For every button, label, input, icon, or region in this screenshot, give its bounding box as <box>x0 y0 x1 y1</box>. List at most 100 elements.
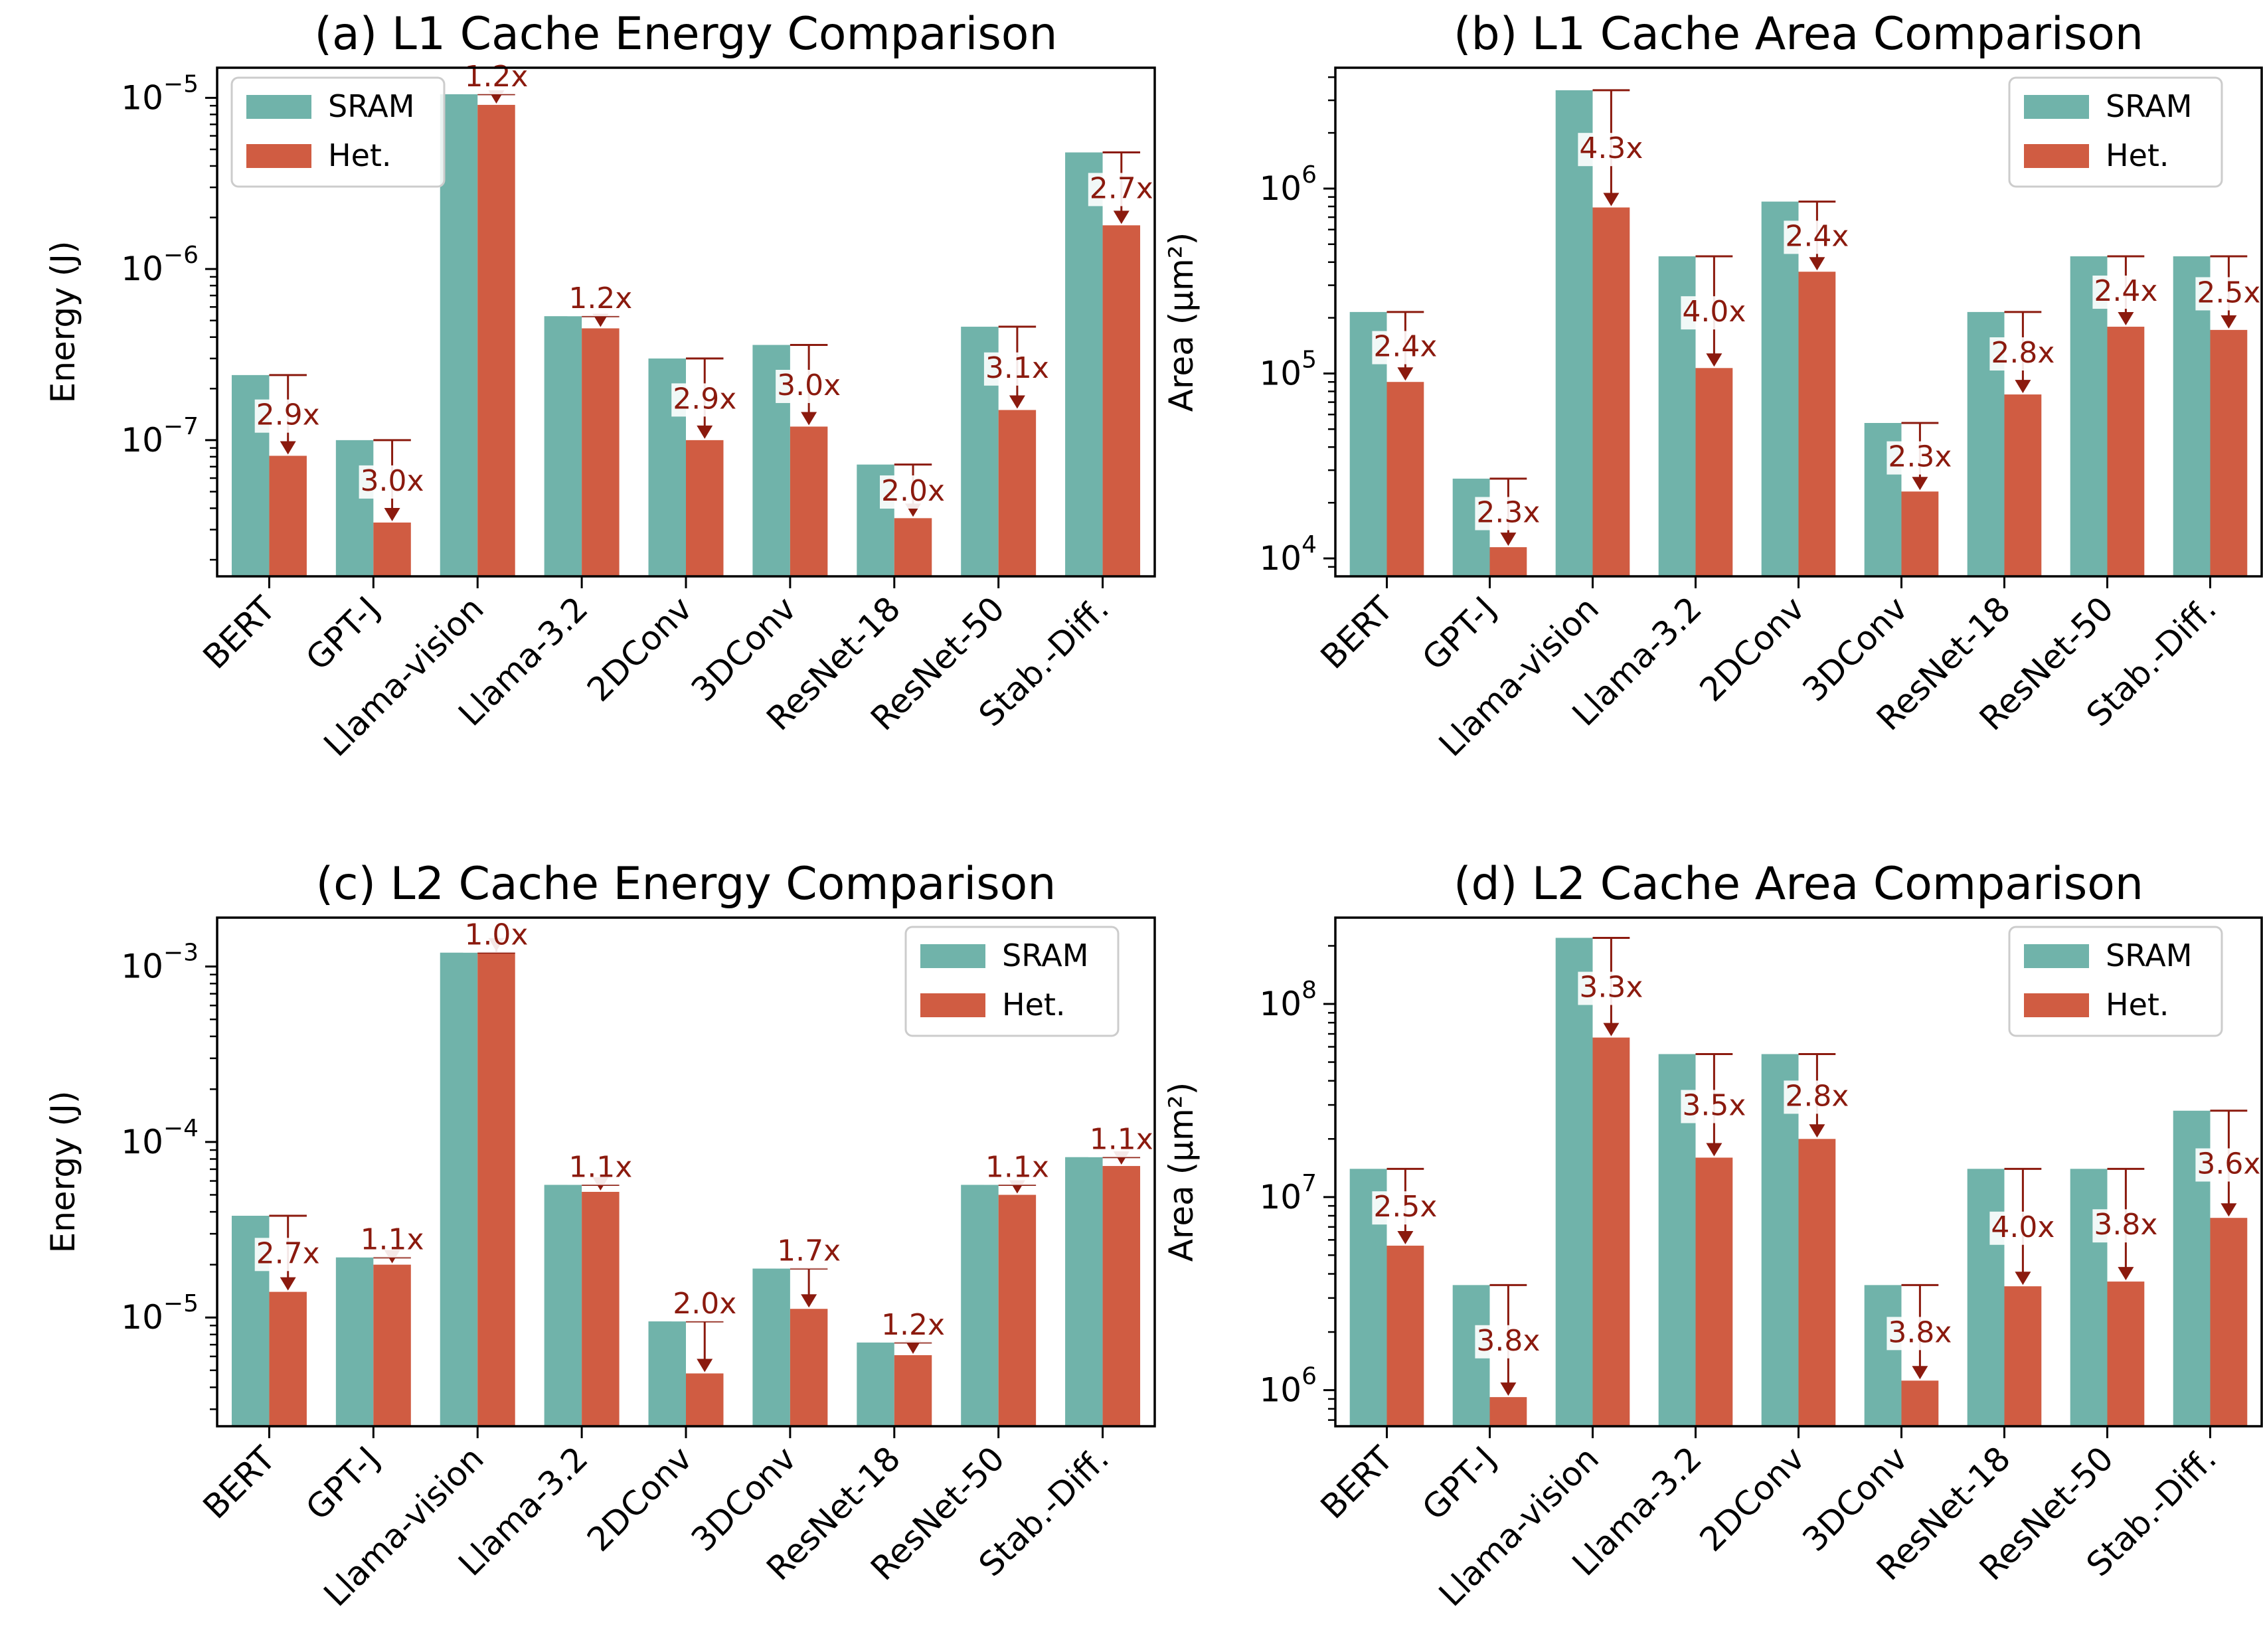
chart-3-ratio-label: 3.8x <box>1888 1315 1952 1349</box>
chart-3-bar-het <box>2210 1218 2248 1426</box>
chart-1-ratio-arrow-head <box>2015 380 2031 394</box>
chart-3-bar-sram <box>1967 1169 2005 1426</box>
chart-2-ratio-label: 2.7x <box>256 1236 320 1270</box>
chart-0-ratio-label: 3.0x <box>777 369 841 402</box>
chart-0-ytick-label: 10−7 <box>121 413 199 459</box>
chart-1-bar-het <box>2107 327 2145 576</box>
chart-2-bar-het <box>686 1373 724 1426</box>
chart-1-ylabel: Area (μm²) <box>1162 232 1201 412</box>
chart-0-title: (a) L1 Cache Energy Comparison <box>314 8 1057 60</box>
chart-0-ratio-arrow-head <box>384 507 400 521</box>
chart-3-ratio-label: 3.3x <box>1579 971 1643 1005</box>
chart-3-ratio-label-bg <box>1578 971 1645 1005</box>
chart-3-bar-sram <box>1864 1285 1902 1426</box>
chart-3-ratio-arrow-head <box>1397 1231 1414 1245</box>
chart-3-legend-label: Het. <box>2106 987 2169 1023</box>
chart-3-ylabel: Area (μm²) <box>1162 1082 1201 1262</box>
chart-1-bar-sram <box>2070 256 2108 576</box>
chart-2-ratio-label: 1.1x <box>1090 1123 1153 1157</box>
chart-2-bar-sram <box>1065 1157 1103 1426</box>
chart-0-xtick-label: 2DConv <box>580 589 699 708</box>
chart-3-ratio-label-bg <box>1989 1211 2056 1245</box>
chart-3-title: (d) L2 Cache Area Comparison <box>1454 858 2143 910</box>
chart-3-legend-label: SRAM <box>2106 938 2192 973</box>
chart-2-ratio-label-bg <box>1088 1123 1155 1157</box>
chart-0-ratio-label-bg <box>776 369 843 403</box>
chart-1-bar-sram <box>1761 201 1799 576</box>
chart-0-bar-sram <box>544 316 582 576</box>
chart-1-ratio-arrow-head <box>2221 315 2237 329</box>
chart-2-bar-sram <box>857 1342 894 1426</box>
chart-1-ratio-label-bg <box>1372 331 1439 365</box>
chart-2-bar-het <box>269 1291 307 1426</box>
chart-0-ratio-label-bg <box>880 475 947 509</box>
chart-3-xtick-label: BERT <box>1313 1439 1401 1527</box>
chart-1-ratio-arrow-head <box>1500 533 1517 546</box>
chart-0-ratio-arrow-head <box>1009 395 1025 409</box>
chart-0-bar-het <box>686 440 724 576</box>
chart-2-ratio-label-bg <box>671 1288 738 1322</box>
chart-0-legend: SRAM Het. <box>230 76 446 188</box>
chart-0-axes-frame <box>216 66 1156 578</box>
chart-1-bar-het <box>2210 329 2248 576</box>
chart-3-xtick-label: GPT-J <box>1415 1439 1503 1527</box>
chart-0-legend-swatch-sram <box>246 95 311 119</box>
chart-0-bar-sram <box>440 94 478 576</box>
chart-2-ratio-label: 2.0x <box>673 1287 736 1321</box>
chart-2-axes-frame <box>216 916 1156 1428</box>
chart-2-bar-sram <box>335 1257 374 1426</box>
chart-0-ratio-label: 2.0x <box>881 474 945 508</box>
chart-0-bar-het <box>373 522 411 576</box>
chart-1-legend-swatch-het <box>2024 144 2089 168</box>
chart-1-ratio-label-bg <box>2195 277 2262 311</box>
chart-3-legend: SRAM Het. <box>2008 926 2223 1037</box>
chart-2-ratio-label-bg <box>463 919 530 953</box>
chart-0-legend-swatch-het <box>246 144 311 168</box>
chart-1-legend-swatch-sram <box>2024 95 2089 119</box>
chart-3-bar-het <box>1489 1397 1527 1426</box>
chart-0-ratio-label-bg <box>567 283 634 317</box>
chart-0-ratio-label: 1.2x <box>568 282 632 315</box>
panel-l1-area: (b) L1 Cache Area Comparison Area (μm²) 10… <box>1162 8 2263 764</box>
chart-1-ratio-arrow-head <box>1603 193 1620 206</box>
chart-2-bar-het <box>1102 1166 1141 1426</box>
chart-3-ratio-label: 2.5x <box>1373 1190 1437 1224</box>
chart-1-ratio-label: 2.5x <box>2197 276 2260 309</box>
chart-3-ratio-label-bg <box>1886 1317 1954 1351</box>
chart-2-ratio-label-bg <box>359 1224 426 1258</box>
chart-1-ratio-label-bg <box>1681 296 1748 330</box>
chart-1-ratio-label: 2.4x <box>1785 219 1849 253</box>
chart-2-legend-label: Het. <box>1002 987 1066 1023</box>
chart-3-ratio-label-bg <box>1681 1090 1748 1123</box>
chart-2-bar-sram <box>648 1321 686 1426</box>
chart-3-bar-het <box>1592 1037 1630 1426</box>
panel-l2-area: (d) L2 Cache Area Comparison Area (μm²) 10… <box>1162 858 2263 1614</box>
chart-2-legend-label: SRAM <box>1002 938 1088 973</box>
chart-1-bar-het <box>1386 382 1424 576</box>
chart-1-ratio-label-bg <box>1784 220 1851 254</box>
chart-2-ratio-label: 1.1x <box>568 1150 632 1184</box>
chart-1-ratio-label: 2.3x <box>1888 440 1952 474</box>
chart-2-bar-het <box>582 1191 620 1426</box>
chart-0-bar-het <box>1102 225 1141 576</box>
chart-1-xtick-label: 2DConv <box>1693 589 1812 708</box>
chart-2-ratio-label-bg <box>776 1235 843 1269</box>
chart-3-ratio-arrow-head <box>2015 1272 2031 1285</box>
chart-0-bar-sram <box>335 440 374 576</box>
chart-2-legend-swatch-het <box>920 993 985 1017</box>
chart-1-axes-frame <box>1334 66 2263 578</box>
chart-0-ratio-label: 2.9x <box>256 398 320 432</box>
chart-3-axes-frame <box>1334 916 2263 1428</box>
chart-2-legend-swatch-sram <box>920 944 985 968</box>
chart-1-xtick-label: GPT-J <box>1415 589 1503 677</box>
chart-2-ylabel: Energy (J) <box>44 1091 82 1254</box>
chart-3-ratio-arrow-head <box>2118 1267 2134 1281</box>
chart-2-bar-sram <box>544 1185 582 1426</box>
chart-1-xtick-label: BERT <box>1313 589 1401 677</box>
chart-0-ratio-label: 1.2x <box>464 60 528 94</box>
chart-1-ratio-label-bg <box>1578 133 1645 167</box>
chart-3-ratio-label: 3.6x <box>2197 1147 2260 1181</box>
chart-3-ratio-label-bg <box>2195 1148 2262 1182</box>
chart-0-bar-het <box>582 328 620 576</box>
chart-3-bar-het <box>1695 1157 1733 1426</box>
